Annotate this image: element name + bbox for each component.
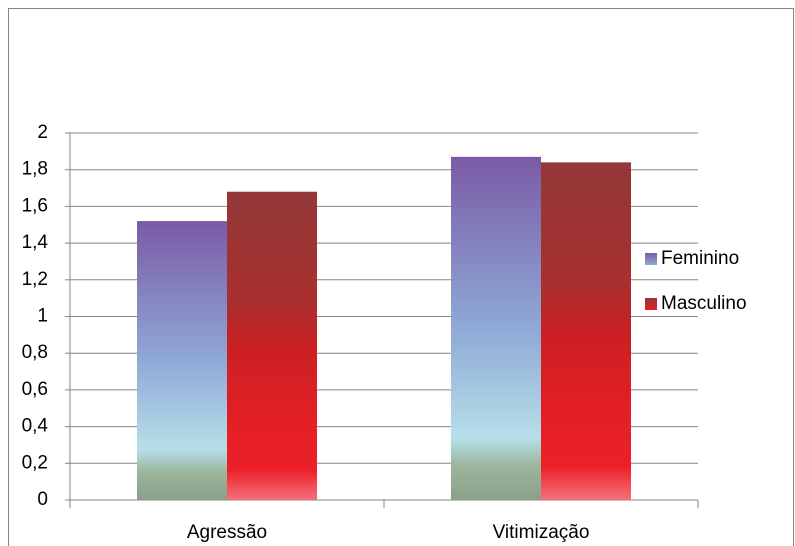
legend-swatch bbox=[645, 298, 657, 310]
bar bbox=[227, 191, 317, 500]
legend-swatch bbox=[645, 253, 657, 265]
y-tick-label: 1,6 bbox=[22, 195, 48, 216]
y-tick-label: 0,6 bbox=[22, 379, 48, 400]
bar bbox=[451, 156, 541, 501]
y-tick-label: 2 bbox=[37, 122, 48, 143]
bar bbox=[541, 162, 631, 501]
x-tick-label: Agressão bbox=[187, 522, 267, 543]
y-tick-label: 1,8 bbox=[22, 159, 48, 180]
legend-label: Masculino bbox=[661, 293, 747, 314]
chart-border bbox=[8, 8, 794, 546]
bar bbox=[137, 221, 227, 500]
y-tick-label: 0,2 bbox=[22, 452, 48, 473]
y-tick-label: 0 bbox=[37, 489, 48, 510]
y-tick-label: 0,8 bbox=[22, 342, 48, 363]
x-tick-label: Vitimização bbox=[493, 522, 590, 543]
y-tick-label: 1,4 bbox=[22, 232, 49, 253]
y-tick-label: 0,4 bbox=[22, 416, 49, 437]
y-tick-label: 1 bbox=[37, 306, 48, 327]
legend-label: Feminino bbox=[661, 248, 739, 269]
y-tick-label: 1,2 bbox=[22, 269, 48, 290]
